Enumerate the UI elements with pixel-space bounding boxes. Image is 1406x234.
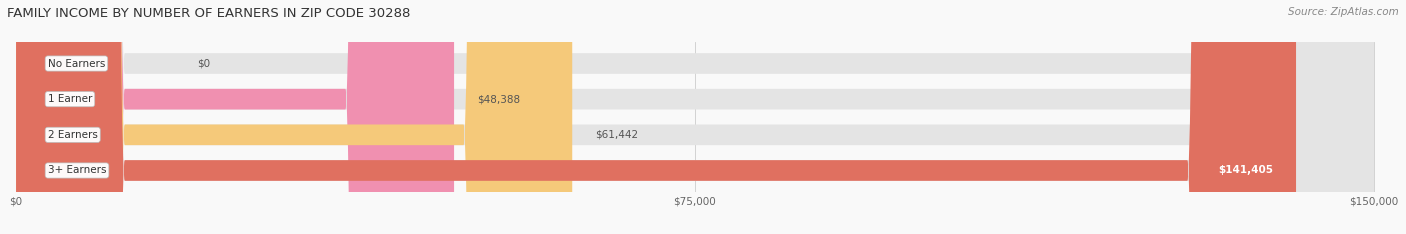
Text: $61,442: $61,442 — [595, 130, 638, 140]
Text: Source: ZipAtlas.com: Source: ZipAtlas.com — [1288, 7, 1399, 17]
Text: No Earners: No Earners — [48, 58, 105, 69]
Text: 3+ Earners: 3+ Earners — [48, 165, 107, 176]
FancyBboxPatch shape — [15, 0, 1296, 234]
FancyBboxPatch shape — [15, 0, 454, 234]
FancyBboxPatch shape — [15, 0, 572, 234]
Text: $0: $0 — [197, 58, 211, 69]
FancyBboxPatch shape — [15, 0, 1374, 234]
FancyBboxPatch shape — [15, 0, 1374, 234]
Text: $141,405: $141,405 — [1219, 165, 1274, 176]
Text: 2 Earners: 2 Earners — [48, 130, 97, 140]
Text: FAMILY INCOME BY NUMBER OF EARNERS IN ZIP CODE 30288: FAMILY INCOME BY NUMBER OF EARNERS IN ZI… — [7, 7, 411, 20]
Text: 1 Earner: 1 Earner — [48, 94, 93, 104]
FancyBboxPatch shape — [15, 0, 1374, 234]
FancyBboxPatch shape — [15, 0, 1374, 234]
Text: $48,388: $48,388 — [477, 94, 520, 104]
